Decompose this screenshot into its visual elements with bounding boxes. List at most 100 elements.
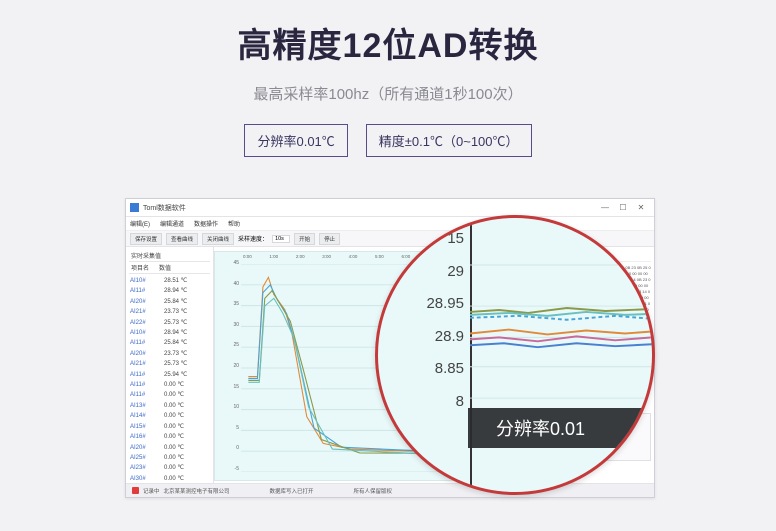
channel-row[interactable]: AI20#23.73 ℃ — [129, 349, 210, 359]
page-subtitle: 最高采样率100hz（所有通道1秒100次） — [0, 83, 776, 104]
channel-value: 0.00 ℃ — [164, 411, 184, 421]
x-label: 2:00 — [296, 254, 305, 259]
y-tick: 35 — [217, 301, 239, 307]
x-label: 4:00 — [349, 254, 358, 259]
channel-row[interactable]: AI11#0.00 ℃ — [129, 380, 210, 390]
channel-row[interactable]: AI11# 25.94 ℃ — [129, 370, 210, 380]
channel-list: AI10#28.51 ℃AI11#28.94 ℃AI20#25.84 ℃AI21… — [129, 276, 210, 484]
window-title: Toml数据软件 — [143, 203, 186, 213]
magnifier-y-tick: 28.95 — [416, 295, 464, 312]
sample-rate-value[interactable]: 10s — [272, 235, 290, 243]
y-tick: 40 — [217, 281, 239, 287]
channel-id: AI21# — [130, 359, 158, 369]
channel-row[interactable]: AI14#0.00 ℃ — [129, 411, 210, 421]
channel-id: AI16# — [130, 432, 158, 442]
start-button[interactable]: 开始 — [294, 233, 315, 245]
channel-row[interactable]: AI20# 0.00 ℃ — [129, 443, 210, 453]
channel-value: 0.00 ℃ — [164, 422, 184, 432]
magnifier-y-tick: 8.85 — [416, 360, 464, 377]
channel-row[interactable]: AI16# 0.00 ℃ — [129, 432, 210, 442]
magnifier-y-tick: 8 — [416, 393, 464, 410]
column-value: 数值 — [159, 263, 171, 272]
channel-row[interactable]: AI21# 25.73 ℃ — [129, 359, 210, 369]
close-curve-button[interactable]: 关闭曲线 — [202, 233, 234, 245]
maximize-button[interactable]: ☐ — [614, 203, 632, 212]
menu-item[interactable]: 编辑(E) — [130, 219, 150, 228]
channel-value: 25.73 ℃ — [164, 318, 187, 328]
menu-item[interactable]: 编辑通道 — [160, 219, 184, 228]
channel-row[interactable]: AI21#23.73 ℃ — [129, 307, 210, 317]
marketing-header: 高精度12位AD转换 最高采样率100hz（所有通道1秒100次） 分辨率0.0… — [0, 0, 776, 157]
menu-item[interactable]: 数据操作 — [194, 219, 218, 228]
x-label: 0:00 — [243, 254, 252, 259]
channel-row[interactable]: AI11# 28.94 ℃ — [129, 286, 210, 296]
window-titlebar: Toml数据软件 — ☐ ✕ — [126, 199, 654, 217]
channel-id: AI20# — [130, 297, 158, 307]
y-tick: 30 — [217, 322, 239, 328]
channel-id: AI10# — [130, 276, 158, 286]
y-tick: 15 — [217, 384, 239, 390]
magnifier-y-tick: 29 — [416, 263, 464, 280]
channel-value: 0.00 ℃ — [164, 390, 184, 400]
save-settings-button[interactable]: 保存设置 — [130, 233, 162, 245]
channel-id: AI13# — [130, 401, 158, 411]
channel-row[interactable]: AI10#28.51 ℃ — [129, 276, 210, 286]
channel-row[interactable]: AI20#25.84 ℃ — [129, 297, 210, 307]
channel-row[interactable]: AI10#28.94 ℃ — [129, 328, 210, 338]
magnifier-y-tick: 15 — [416, 230, 464, 247]
channel-value: 0.00 ℃ — [164, 463, 184, 473]
minimize-button[interactable]: — — [596, 203, 614, 212]
channel-value: 25.73 ℃ — [164, 359, 187, 369]
channel-row[interactable]: AI25# 0.00 ℃ — [129, 453, 210, 463]
x-label: 1:00 — [269, 254, 278, 259]
close-button[interactable]: ✕ — [632, 203, 650, 212]
magnifier-plot — [470, 218, 652, 492]
channel-id: AI20# — [130, 443, 158, 453]
channel-id: AI21# — [130, 307, 158, 317]
channel-id: AI23# — [130, 463, 158, 473]
channel-panel: 实时采集值 项目名 数值 AI10#28.51 ℃AI11#28.94 ℃AI2… — [126, 247, 214, 485]
page-title: 高精度12位AD转换 — [0, 18, 776, 67]
channel-panel-title: 实时采集值 — [129, 250, 210, 262]
magnifier-svg — [470, 218, 652, 492]
channel-row[interactable]: AI15# 0.00 ℃ — [129, 422, 210, 432]
y-axis-ticks: 454035302520151050-5 — [217, 260, 239, 472]
menu-item[interactable]: 帮助 — [228, 219, 240, 228]
channel-value: 28.94 ℃ — [164, 328, 187, 338]
recording-indicator-icon — [132, 487, 139, 494]
y-tick: 25 — [217, 342, 239, 348]
channel-value: 28.94 ℃ — [164, 286, 187, 296]
stop-button[interactable]: 停止 — [319, 233, 340, 245]
app-icon — [130, 203, 139, 212]
status-brand: 北京某某测控电子有限公司 — [164, 487, 230, 495]
channel-id: AI11# — [130, 286, 158, 296]
status-db: 数据库写入已打开 — [270, 487, 314, 495]
view-curve-button[interactable]: 查看曲线 — [166, 233, 198, 245]
y-tick: 0 — [217, 445, 239, 451]
y-tick: 10 — [217, 404, 239, 410]
channel-id: AI25# — [130, 453, 158, 463]
channel-row[interactable]: AI11#0.00 ℃ — [129, 390, 210, 400]
channel-row[interactable]: AI22# 25.73 ℃ — [129, 318, 210, 328]
y-tick: 5 — [217, 425, 239, 431]
x-label: 3:00 — [322, 254, 331, 259]
channel-value: 0.00 ℃ — [164, 443, 184, 453]
channel-id: AI22# — [130, 318, 158, 328]
channel-value: 23.73 ℃ — [164, 349, 187, 359]
y-tick: -5 — [217, 466, 239, 472]
status-recording: 记录中 — [143, 487, 160, 495]
channel-row[interactable]: AI11#25.84 ℃ — [129, 338, 210, 348]
channel-value: 0.00 ℃ — [164, 401, 184, 411]
spec-badges: 分辨率0.01℃ 精度±0.1℃（0~100℃） — [0, 124, 776, 157]
channel-id: AI11# — [130, 370, 158, 380]
channel-row[interactable]: AI13# 0.00 ℃ — [129, 401, 210, 411]
channel-value: 0.00 ℃ — [164, 453, 184, 463]
resolution-banner: 分辨率0.01 — [468, 408, 652, 448]
channel-row[interactable]: AI23# 0.00 ℃ — [129, 463, 210, 473]
sample-rate-label: 采样速度： — [238, 234, 268, 243]
channel-id: AI15# — [130, 422, 158, 432]
channel-value: 0.00 ℃ — [164, 432, 184, 442]
channel-value: 25.84 ℃ — [164, 338, 187, 348]
channel-value: 25.94 ℃ — [164, 370, 187, 380]
magnifier-y-ticks: 152928.9528.98.858 — [416, 230, 464, 410]
